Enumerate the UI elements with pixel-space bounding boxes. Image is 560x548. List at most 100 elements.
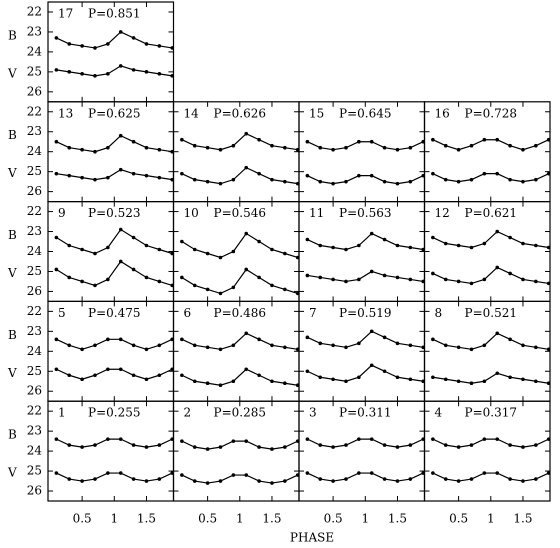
data-point — [431, 437, 435, 441]
band-label: V — [7, 366, 17, 380]
data-point — [305, 139, 310, 144]
y-tick-label: 25 — [27, 364, 42, 378]
data-point — [80, 479, 84, 483]
data-point — [257, 171, 261, 176]
data-point — [482, 241, 487, 246]
data-point — [408, 443, 413, 447]
panel-number: 10 — [184, 206, 199, 220]
data-point — [482, 277, 487, 282]
data-point — [231, 473, 236, 477]
data-point — [305, 335, 310, 340]
light-curve — [181, 332, 298, 350]
data-point — [180, 171, 184, 176]
light-curve — [181, 268, 298, 295]
panel-number: 17 — [58, 7, 73, 21]
data-point — [357, 375, 361, 380]
data-point — [305, 471, 310, 475]
data-point — [521, 147, 525, 152]
data-point — [495, 171, 500, 176]
data-point — [131, 443, 136, 447]
data-point — [205, 287, 210, 292]
y-tick-label: 24 — [27, 44, 43, 58]
data-point — [456, 445, 461, 449]
data-point — [131, 68, 136, 72]
data-point — [67, 443, 72, 447]
y-tick-label: 23 — [27, 24, 42, 38]
data-point — [283, 287, 287, 292]
light-curve — [307, 438, 424, 448]
data-point — [382, 273, 387, 278]
light-curve — [432, 332, 549, 350]
data-point — [244, 165, 249, 170]
y-tick-label: 26 — [27, 284, 42, 298]
data-point — [106, 471, 110, 475]
data-point — [318, 145, 323, 150]
band-label: B — [8, 128, 17, 142]
data-point — [305, 369, 310, 374]
data-point — [180, 473, 184, 477]
data-point — [118, 64, 123, 68]
data-point — [443, 343, 448, 348]
data-point — [80, 44, 84, 48]
data-point — [318, 275, 323, 280]
data-point — [546, 171, 551, 176]
data-point — [482, 471, 487, 475]
data-point — [456, 279, 461, 284]
data-point — [80, 377, 84, 382]
data-point — [369, 363, 374, 368]
data-point — [157, 175, 162, 180]
data-point — [508, 235, 512, 240]
period-label: P=0.851 — [88, 7, 140, 21]
period-label: P=0.621 — [465, 206, 517, 220]
x-tick-label: 1.5 — [513, 512, 532, 526]
data-point — [244, 331, 249, 336]
data-point — [67, 70, 72, 74]
data-point — [144, 275, 149, 280]
data-point — [270, 447, 274, 451]
light-curve — [432, 266, 549, 285]
data-point — [318, 443, 323, 447]
data-point — [369, 437, 374, 441]
data-point — [192, 445, 197, 449]
data-point — [93, 149, 97, 154]
data-point — [118, 259, 123, 264]
data-point — [469, 477, 474, 481]
data-point — [270, 481, 274, 485]
data-point — [192, 343, 197, 348]
data-point — [344, 145, 348, 150]
data-point — [456, 147, 461, 152]
period-label: P=0.523 — [88, 206, 140, 220]
data-point — [180, 239, 184, 244]
y-tick-label: 26 — [27, 384, 42, 398]
data-point — [131, 235, 136, 240]
data-point — [344, 379, 348, 384]
data-point — [344, 247, 348, 252]
panel-number: 5 — [58, 306, 66, 320]
data-point — [357, 341, 361, 346]
data-point — [521, 241, 525, 246]
data-point — [382, 237, 387, 242]
data-point — [521, 343, 525, 348]
data-point — [546, 437, 551, 441]
light-curve — [181, 440, 298, 450]
panel-number: 4 — [435, 406, 443, 420]
data-point — [54, 235, 59, 240]
data-point — [270, 177, 274, 182]
data-point — [534, 443, 538, 447]
y-tick-label: 22 — [27, 204, 42, 218]
x-tick-label: 1.5 — [262, 512, 281, 526]
y-tick-label: 23 — [27, 424, 42, 438]
data-point — [118, 367, 123, 372]
data-point — [131, 171, 136, 176]
panel-number: 9 — [58, 206, 66, 220]
data-point — [244, 131, 249, 136]
data-point — [408, 343, 413, 348]
x-tick-label: 1 — [110, 512, 118, 526]
data-point — [357, 173, 361, 178]
data-point — [80, 72, 84, 76]
data-point — [157, 477, 162, 481]
data-point — [270, 143, 274, 148]
data-point — [283, 345, 287, 350]
data-point — [93, 443, 97, 447]
data-point — [482, 343, 487, 348]
